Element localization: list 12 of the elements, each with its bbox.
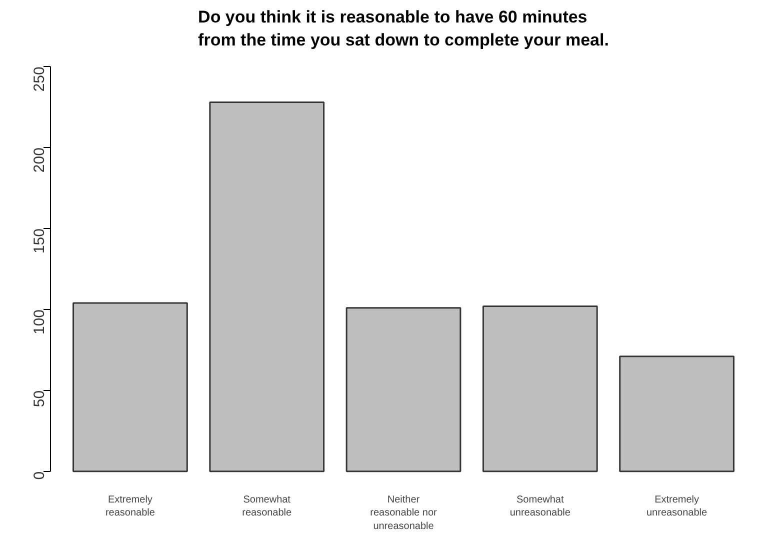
x-tick-label: Neither reasonable nor unreasonable <box>370 494 438 532</box>
y-tick-label: 150 <box>31 228 48 254</box>
y-tick-label: 0 <box>31 471 48 480</box>
x-tick-label: Extremely unreasonable <box>646 494 708 519</box>
y-tick-label: 50 <box>31 390 48 408</box>
x-tick-label: Somewhat unreasonable <box>510 494 571 519</box>
chart-title: Do you think it is reasonable to have 60 minutes from the time you sat down to complete your meal. <box>198 8 609 50</box>
x-tick-label: Extremely reasonable <box>105 494 156 519</box>
y-tick-label: 100 <box>31 309 48 334</box>
y-tick-label: 200 <box>31 148 48 173</box>
x-tick-label: Somewhat reasonable <box>242 494 292 519</box>
y-tick-label: 250 <box>31 66 48 92</box>
